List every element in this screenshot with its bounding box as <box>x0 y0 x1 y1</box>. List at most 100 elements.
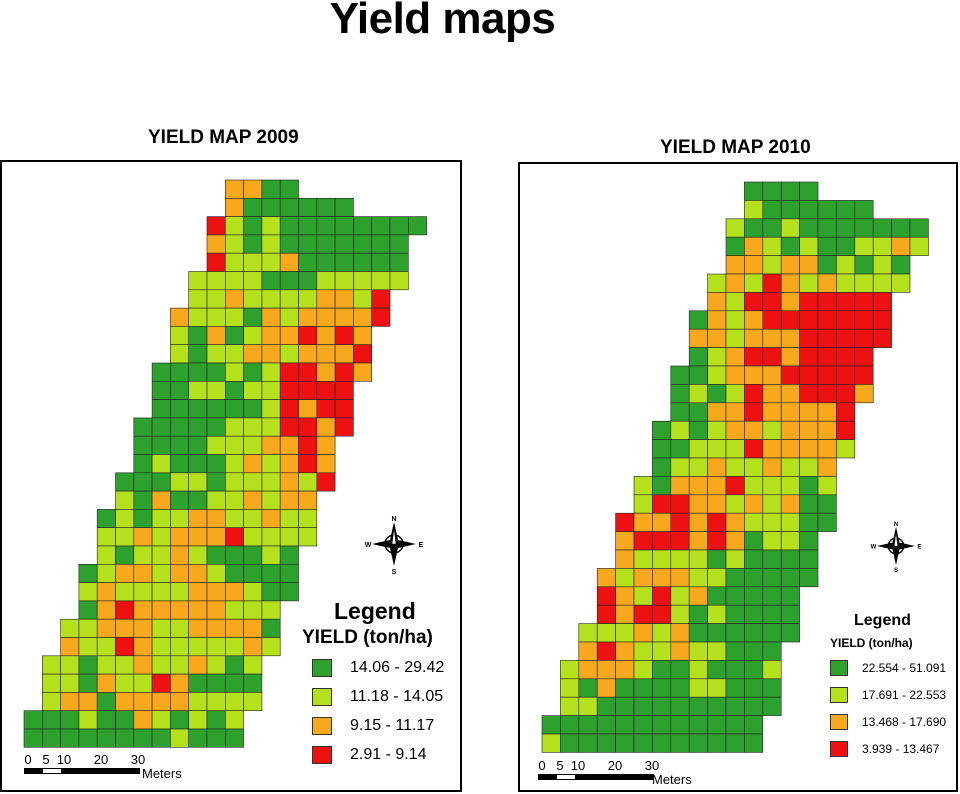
yield-cell <box>334 344 354 364</box>
yield-cell <box>353 216 372 236</box>
yield-cell <box>279 179 299 199</box>
map-2009-yield-grid <box>23 179 427 748</box>
yield-cell <box>225 582 244 602</box>
legend-swatch <box>312 659 332 677</box>
yield-cell <box>133 472 153 492</box>
yield-cell <box>799 310 819 330</box>
yield-cell <box>799 347 819 367</box>
yield-cell <box>225 655 244 675</box>
yield-cell <box>41 710 61 730</box>
yield-cell <box>279 582 299 602</box>
yield-cell <box>762 457 782 477</box>
yield-cell <box>41 728 61 748</box>
yield-cell <box>188 381 208 400</box>
yield-cell <box>744 402 764 422</box>
yield-cell <box>316 362 336 382</box>
yield-cell <box>780 623 800 643</box>
yield-cell <box>206 435 226 455</box>
yield-cell <box>78 655 98 675</box>
yield-cell <box>243 472 263 492</box>
yield-cell <box>652 715 672 735</box>
yield-cell <box>799 476 819 496</box>
yield-cell <box>225 710 244 730</box>
map-2010-title: YIELD MAP 2010 <box>660 137 811 158</box>
yield-cell <box>170 545 189 565</box>
yield-cell <box>115 673 135 693</box>
yield-cell <box>596 604 616 624</box>
yield-cell <box>836 420 856 440</box>
yield-cell <box>261 197 281 217</box>
yield-cell <box>279 344 299 364</box>
yield-cell <box>60 692 80 712</box>
yield-cell <box>133 673 153 693</box>
yield-cell <box>279 252 299 272</box>
yield-cell <box>688 347 708 367</box>
yield-cell <box>225 252 244 272</box>
yield-cell <box>225 692 244 712</box>
yield-cell <box>725 218 745 238</box>
yield-cell <box>170 527 189 547</box>
yield-cell <box>744 384 764 404</box>
legend-item: 3.939 - 13.467 <box>830 741 946 757</box>
yield-cell <box>316 472 336 492</box>
yield-cell <box>60 728 80 748</box>
yield-cell <box>744 494 764 514</box>
yield-cell <box>688 586 708 606</box>
yield-cell <box>633 476 653 496</box>
yield-cell <box>762 531 782 551</box>
yield-cell <box>225 326 244 345</box>
yield-cell <box>261 527 281 547</box>
yield-cell <box>799 512 819 532</box>
yield-cell <box>188 692 208 712</box>
yield-cell <box>206 509 226 528</box>
legend-swatch <box>312 717 332 735</box>
yield-cell <box>170 618 189 638</box>
yield-cell <box>225 527 244 547</box>
yield-cell <box>670 549 690 569</box>
yield-cell <box>279 417 299 437</box>
yield-cell <box>298 472 318 492</box>
yield-cell <box>279 527 299 547</box>
yield-cell <box>225 344 244 364</box>
yield-cell <box>744 365 764 385</box>
yield-cell <box>334 197 354 217</box>
yield-cell <box>261 271 281 291</box>
yield-cell <box>78 600 98 620</box>
yield-cell <box>170 435 189 455</box>
yield-cell <box>744 512 764 532</box>
yield-cell <box>762 218 782 238</box>
yield-cell <box>744 586 764 606</box>
yield-cell <box>817 236 837 256</box>
yield-cell <box>298 417 318 437</box>
yield-cell <box>206 307 226 327</box>
yield-cell <box>298 509 318 528</box>
yield-cell <box>206 600 226 620</box>
yield-cell <box>298 527 318 547</box>
yield-cell <box>578 623 598 643</box>
yield-cell <box>780 200 800 220</box>
yield-cell <box>78 728 98 748</box>
yield-cell <box>762 365 782 385</box>
legend-label: 11.18 - 14.05 <box>350 688 444 705</box>
yield-cell <box>670 439 690 459</box>
yield-cell <box>133 417 153 437</box>
yield-cell <box>261 381 281 400</box>
yield-cell <box>407 216 427 236</box>
yield-cell <box>188 490 208 510</box>
yield-cell <box>334 252 354 272</box>
yield-cell <box>298 435 318 455</box>
yield-cell <box>206 673 226 693</box>
yield-cell <box>243 637 263 657</box>
yield-cell <box>854 273 874 293</box>
yield-cell <box>615 696 635 716</box>
yield-cell <box>133 582 153 602</box>
yield-cell <box>188 600 208 620</box>
yield-cell <box>151 582 171 602</box>
yield-cell <box>817 347 837 367</box>
map-2009-scale-bar: 0 5 10 20 30 Meters <box>24 752 182 781</box>
yield-cell <box>707 292 727 312</box>
yield-cell <box>707 660 727 680</box>
yield-cell <box>261 252 281 272</box>
yield-cell <box>170 563 189 583</box>
yield-cell <box>744 420 764 440</box>
